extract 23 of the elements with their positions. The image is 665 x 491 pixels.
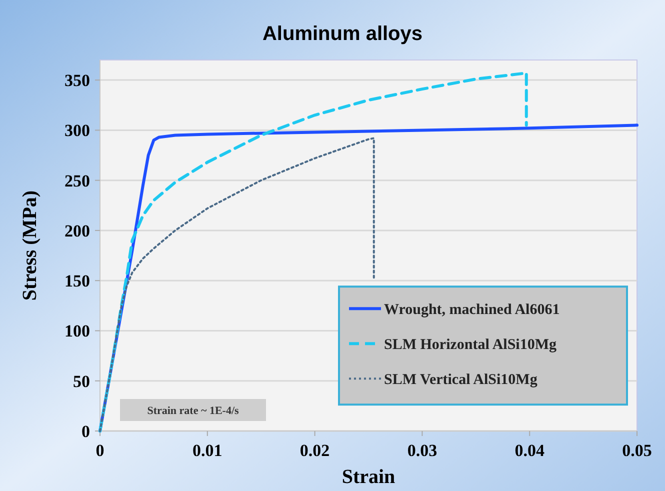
y-tick-label: 50: [73, 372, 90, 391]
x-tick-label: 0.05: [622, 441, 652, 460]
annotation: Strain rate ~ 1E-4/s: [147, 404, 240, 417]
y-tick-label: 150: [64, 272, 90, 291]
chart-title: Aluminum alloys: [262, 23, 423, 45]
x-tick-label: 0.01: [192, 441, 222, 460]
legend-label: SLM Vertical AlSi10Mg: [384, 372, 538, 388]
legend-label: Wrought, machined Al6061: [384, 302, 560, 318]
line-series: [99, 137, 375, 432]
y-axis-title: Stress (MPa): [19, 190, 41, 301]
x-tick-label: 0.03: [407, 441, 438, 460]
y-tick-label: 0: [82, 422, 90, 441]
x-tick-label: 0: [96, 441, 104, 460]
y-tick-label: 250: [64, 171, 90, 190]
y-tick-label: 200: [64, 221, 90, 240]
y-tick-label: 350: [64, 71, 90, 90]
note-box: Strain rate ~ 1E-4/s: [120, 399, 266, 421]
x-tick-label: 0.04: [514, 441, 545, 460]
y-tick-label: 300: [64, 121, 90, 140]
x-tick-label: 0.02: [300, 441, 330, 460]
legend-label: SLM Horizontal AlSi10Mg: [384, 336, 557, 353]
x-axis-title: Strain: [342, 466, 396, 488]
y-tick-label: 100: [64, 322, 90, 341]
